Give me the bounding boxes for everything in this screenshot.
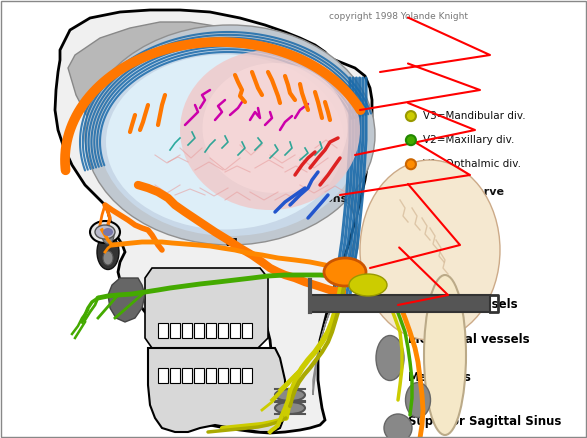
Ellipse shape xyxy=(103,228,113,236)
Polygon shape xyxy=(55,10,372,433)
Bar xyxy=(218,368,228,383)
Text: Cerebral vessels: Cerebral vessels xyxy=(408,298,518,311)
Bar xyxy=(170,323,180,338)
Circle shape xyxy=(406,111,416,121)
Text: V2=Maxillary div.: V2=Maxillary div. xyxy=(423,135,514,145)
Ellipse shape xyxy=(102,226,114,244)
Text: Superior Sagittal Sinus: Superior Sagittal Sinus xyxy=(408,415,561,428)
Ellipse shape xyxy=(103,251,113,265)
Ellipse shape xyxy=(406,382,430,417)
Text: Trigeminal nerve: Trigeminal nerve xyxy=(399,187,504,197)
Text: ganglion: ganglion xyxy=(408,232,465,245)
Bar xyxy=(242,368,252,383)
Polygon shape xyxy=(108,278,145,322)
Ellipse shape xyxy=(324,258,366,286)
Ellipse shape xyxy=(360,160,500,340)
Bar xyxy=(218,323,228,338)
Ellipse shape xyxy=(99,40,361,236)
Ellipse shape xyxy=(95,225,115,239)
Polygon shape xyxy=(68,22,360,395)
Ellipse shape xyxy=(424,275,466,435)
Bar xyxy=(194,323,204,338)
Ellipse shape xyxy=(106,54,344,230)
Text: Trigeminal: Trigeminal xyxy=(408,254,478,267)
Polygon shape xyxy=(148,348,285,432)
Bar xyxy=(194,368,204,383)
Text: V3=Mandibular div.: V3=Mandibular div. xyxy=(423,111,525,121)
Ellipse shape xyxy=(384,414,412,438)
Circle shape xyxy=(406,135,416,145)
Bar xyxy=(206,368,216,383)
Bar xyxy=(158,323,168,338)
Bar xyxy=(170,368,180,383)
Text: Spinal Cord: Spinal Cord xyxy=(269,89,341,99)
Ellipse shape xyxy=(275,389,305,401)
Ellipse shape xyxy=(275,402,305,414)
Bar xyxy=(206,323,216,338)
Ellipse shape xyxy=(97,234,119,269)
Text: V3: V3 xyxy=(200,177,217,187)
Ellipse shape xyxy=(349,274,387,296)
Text: V1=Opthalmic div.: V1=Opthalmic div. xyxy=(423,159,521,169)
Polygon shape xyxy=(145,268,268,348)
Ellipse shape xyxy=(376,336,404,381)
Ellipse shape xyxy=(203,63,348,193)
Text: Pons: Pons xyxy=(317,194,348,204)
Bar xyxy=(158,368,168,383)
Text: V2: V2 xyxy=(171,219,187,228)
Bar xyxy=(182,323,192,338)
Polygon shape xyxy=(310,295,490,312)
Text: copyright 1998 Yolande Knight: copyright 1998 Yolande Knight xyxy=(329,12,468,21)
Bar xyxy=(242,323,252,338)
Bar xyxy=(230,323,240,338)
Circle shape xyxy=(406,159,416,169)
Ellipse shape xyxy=(180,50,360,210)
Ellipse shape xyxy=(85,25,375,245)
Bar xyxy=(182,368,192,383)
Text: Meninges: Meninges xyxy=(408,371,472,384)
Text: Skull: Skull xyxy=(160,409,187,419)
Ellipse shape xyxy=(90,221,120,243)
Bar xyxy=(230,368,240,383)
Text: V1: V1 xyxy=(224,238,240,248)
Text: Meningeal vessels: Meningeal vessels xyxy=(408,333,529,346)
